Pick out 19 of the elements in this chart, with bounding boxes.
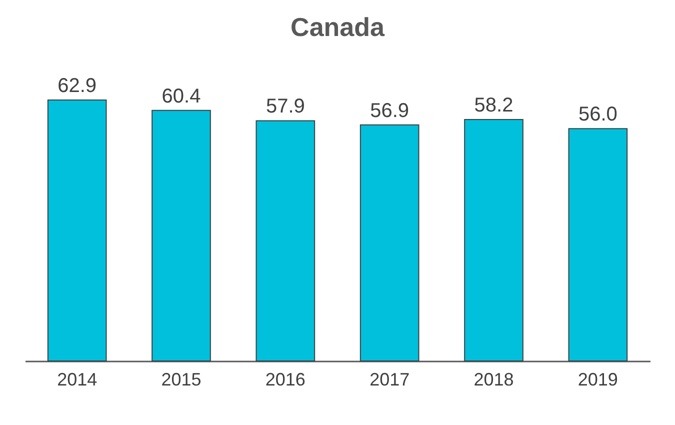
bar (47, 100, 107, 362)
data-label: 56.0 (578, 104, 618, 126)
bar (568, 128, 628, 362)
bar (256, 120, 316, 362)
data-label: 57.9 (266, 96, 305, 118)
bar (360, 124, 420, 362)
bar (464, 119, 524, 362)
chart-title: Canada (290, 12, 385, 42)
data-label: 60.4 (162, 85, 201, 108)
data-label: 62.9 (58, 75, 97, 97)
bar (152, 110, 211, 362)
data-label: 58.2 (474, 94, 514, 116)
x-tick-label: 2015 (161, 370, 202, 390)
x-tick-label: 2018 (474, 370, 514, 390)
data-label: 56.9 (370, 100, 410, 122)
x-tick-label: 2014 (57, 370, 98, 390)
x-tick-label: 2019 (578, 370, 618, 390)
x-tick-label: 2017 (370, 370, 410, 390)
x-tick-label: 2016 (265, 370, 306, 390)
